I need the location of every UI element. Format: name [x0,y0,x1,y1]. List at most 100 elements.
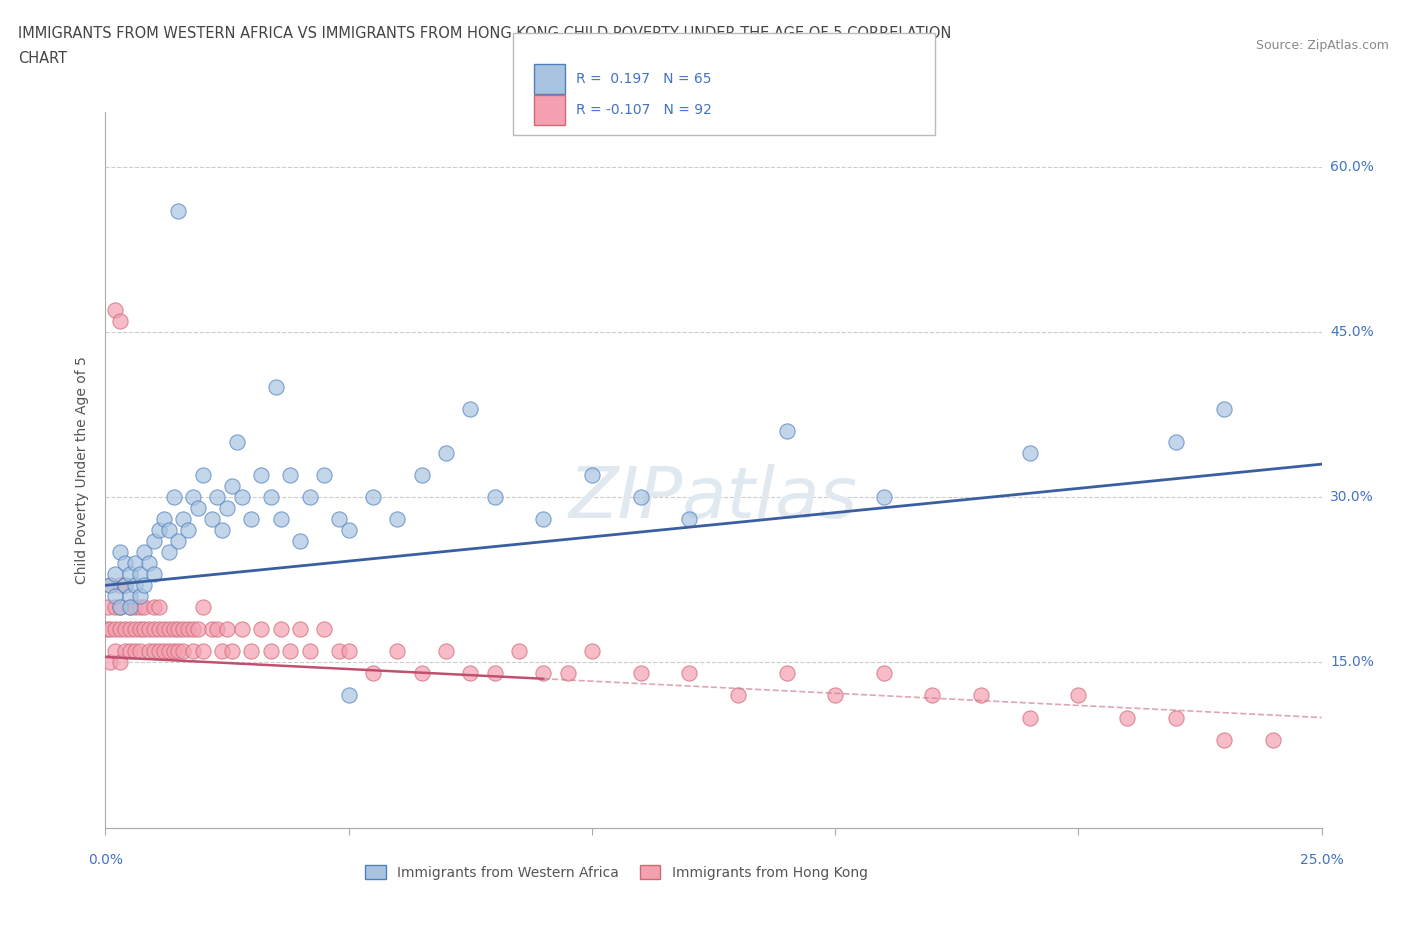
Point [104,302,127,317]
Point [221,479,243,494]
Point [124,600,146,615]
Point [557,666,579,681]
Point [148,644,170,658]
Point [172,644,194,658]
Point [108,600,131,615]
Point [157,622,180,637]
Point [167,204,190,219]
Point [114,578,136,592]
Point [124,644,146,658]
Point [191,644,214,658]
Point [201,622,224,637]
Point [162,622,184,637]
Point [328,644,350,658]
Point [177,523,200,538]
Point [134,578,156,592]
Text: 45.0%: 45.0% [1330,325,1374,339]
Point [98,578,121,592]
Point [288,534,311,549]
Point [128,644,150,658]
Point [434,644,457,658]
Point [260,490,283,505]
Point [148,600,170,615]
Point [191,600,214,615]
Point [98,578,121,592]
Text: 25.0%: 25.0% [1299,853,1344,867]
Point [97,600,120,615]
Point [124,622,146,637]
Point [104,567,127,582]
Point [270,622,292,637]
Point [678,666,700,681]
Point [148,622,170,637]
Point [288,622,311,637]
Point [1213,732,1236,747]
Point [337,644,360,658]
Point [108,578,131,592]
Point [217,622,239,637]
Point [124,578,146,592]
Point [921,688,943,703]
Point [970,688,993,703]
Point [138,622,160,637]
Point [187,500,209,515]
Point [873,666,896,681]
Point [114,644,136,658]
Point [231,490,253,505]
Point [775,666,797,681]
Point [128,600,150,615]
Point [314,622,336,637]
Text: IMMIGRANTS FROM WESTERN AFRICA VS IMMIGRANTS FROM HONG KONG CHILD POVERTY UNDER : IMMIGRANTS FROM WESTERN AFRICA VS IMMIGR… [18,26,952,41]
Point [260,644,283,658]
Point [211,523,233,538]
Point [225,434,247,449]
Point [411,468,433,483]
Point [118,600,141,615]
Legend: Immigrants from Western Africa, Immigrants from Hong Kong: Immigrants from Western Africa, Immigran… [360,859,873,885]
Point [278,468,301,483]
Point [678,512,700,526]
Point [118,589,141,604]
Point [108,600,131,615]
Point [134,545,156,560]
Point [162,644,184,658]
Point [134,600,156,615]
Text: CHART: CHART [18,51,67,66]
Point [727,688,749,703]
Point [361,666,384,681]
Point [337,523,360,538]
Point [104,622,127,637]
Point [361,490,384,505]
Point [96,622,118,637]
Point [128,567,150,582]
Point [211,644,233,658]
Point [531,512,554,526]
Point [143,622,166,637]
Point [172,622,194,637]
Point [138,556,160,571]
Point [270,512,292,526]
Point [1164,711,1187,725]
Point [108,313,131,328]
Point [458,402,481,417]
Point [581,644,603,658]
Point [187,622,209,637]
Point [104,589,127,604]
Point [775,424,797,439]
Point [143,534,166,549]
Text: 15.0%: 15.0% [1330,656,1374,670]
Point [157,644,180,658]
Point [181,490,204,505]
Text: R = -0.107   N = 92: R = -0.107 N = 92 [576,102,713,117]
Point [240,512,263,526]
Point [167,622,190,637]
Point [337,688,360,703]
Point [1164,434,1187,449]
Text: Source: ZipAtlas.com: Source: ZipAtlas.com [1256,39,1389,52]
Y-axis label: Child Poverty Under the Age of 5: Child Poverty Under the Age of 5 [76,355,90,584]
Point [1067,688,1090,703]
Point [264,379,287,394]
Point [278,644,301,658]
Point [143,644,166,658]
Point [201,512,224,526]
